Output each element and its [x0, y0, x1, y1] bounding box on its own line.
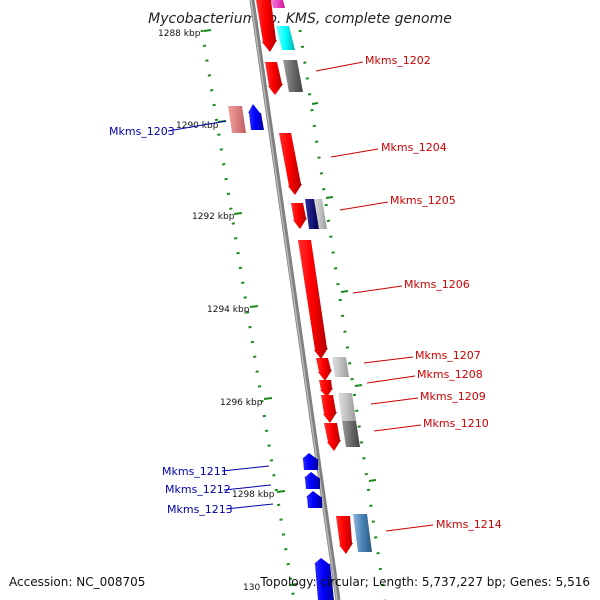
gene-arrow[interactable] [336, 516, 353, 554]
accession-text: Accession: NC_008705 [9, 575, 145, 589]
gene-label-mkms-1204[interactable]: Mkms_1204 [381, 141, 447, 154]
inner-ruler [200, 29, 299, 600]
gene-label-mkms-1203[interactable]: Mkms_1203 [109, 125, 175, 138]
gene-arrow[interactable] [321, 395, 337, 423]
gene-arrow[interactable] [319, 380, 333, 397]
ruler-tick [233, 212, 243, 215]
gene-label-mkms-1207[interactable]: Mkms_1207 [415, 349, 481, 362]
gene-arrow[interactable] [314, 558, 334, 600]
label-leaders [167, 61, 434, 532]
tick-label: 1298 kbp [232, 490, 275, 500]
gene-arrow[interactable] [304, 472, 320, 489]
gene-box[interactable] [276, 26, 295, 50]
tick-label: 1292 kbp [192, 212, 235, 222]
gene-box[interactable] [283, 60, 303, 92]
tick-label: 1288 kbp [158, 29, 201, 39]
gene-arrow[interactable] [298, 240, 328, 359]
ruler-tick [311, 102, 319, 105]
gene-arrow[interactable] [306, 491, 322, 508]
gene-box[interactable] [271, 0, 285, 8]
feature-boxes [271, 0, 372, 552]
gene-arrow[interactable] [279, 133, 302, 195]
gene-label-mkms-1213[interactable]: Mkms_1213 [167, 503, 233, 516]
ruler-tick [203, 29, 212, 32]
gene-box[interactable] [342, 421, 360, 447]
gene-arrow[interactable] [291, 203, 307, 229]
ruler-tick [263, 397, 273, 400]
gene-label-mkms-1212[interactable]: Mkms_1212 [165, 483, 231, 496]
gene-box[interactable] [314, 199, 327, 229]
gene-label-mkms-1214[interactable]: Mkms_1214 [436, 518, 502, 531]
gene-box[interactable] [353, 514, 372, 552]
map-title: Mycobacterium sp. KMS, complete genome [148, 11, 452, 27]
gene-box[interactable] [332, 357, 349, 377]
reverse-genes [228, 104, 334, 600]
gene-arrow[interactable] [302, 453, 318, 470]
ruler-tick [354, 384, 363, 387]
gene-box[interactable] [228, 106, 246, 133]
tick-label: 130 [243, 583, 260, 593]
tick-label: 1294 kbp [207, 305, 250, 315]
outer-ruler [298, 29, 387, 600]
ruler-tick [325, 196, 334, 199]
gene-label-mkms-1202[interactable]: Mkms_1202 [365, 54, 431, 67]
gene-label-mkms-1205[interactable]: Mkms_1205 [390, 194, 456, 207]
ruler-tick [340, 290, 349, 293]
gene-label-mkms-1211[interactable]: Mkms_1211 [162, 465, 228, 478]
gene-label-mkms-1206[interactable]: Mkms_1206 [404, 278, 470, 291]
ruler-tick [368, 479, 377, 482]
gene-arrow[interactable] [316, 358, 332, 381]
gene-arrow[interactable] [265, 62, 283, 95]
gene-arrow[interactable] [256, 0, 277, 52]
gene-arrow[interactable] [248, 104, 264, 130]
gene-labels: Mkms_1202 Mkms_1203 Mkms_1204 Mkms_1205 … [109, 54, 502, 531]
ruler-tick [289, 583, 299, 586]
tick-label: 1296 kbp [220, 398, 263, 408]
gene-box[interactable] [338, 393, 356, 421]
gene-label-mkms-1209[interactable]: Mkms_1209 [420, 390, 486, 403]
gene-label-mkms-1210[interactable]: Mkms_1210 [423, 417, 489, 430]
gene-label-mkms-1208[interactable]: Mkms_1208 [417, 368, 483, 381]
ruler-tick [249, 305, 259, 308]
forward-genes [256, 0, 353, 554]
topology-text: Topology: circular; Length: 5,737,227 bp… [259, 575, 590, 589]
ruler-tick [276, 490, 286, 493]
gene-arrow[interactable] [324, 423, 341, 451]
genome-backbone [249, 0, 341, 600]
